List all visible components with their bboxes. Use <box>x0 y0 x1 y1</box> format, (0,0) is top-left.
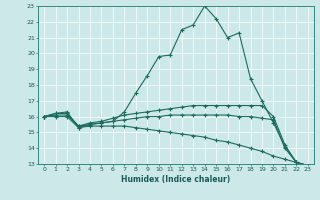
X-axis label: Humidex (Indice chaleur): Humidex (Indice chaleur) <box>121 175 231 184</box>
